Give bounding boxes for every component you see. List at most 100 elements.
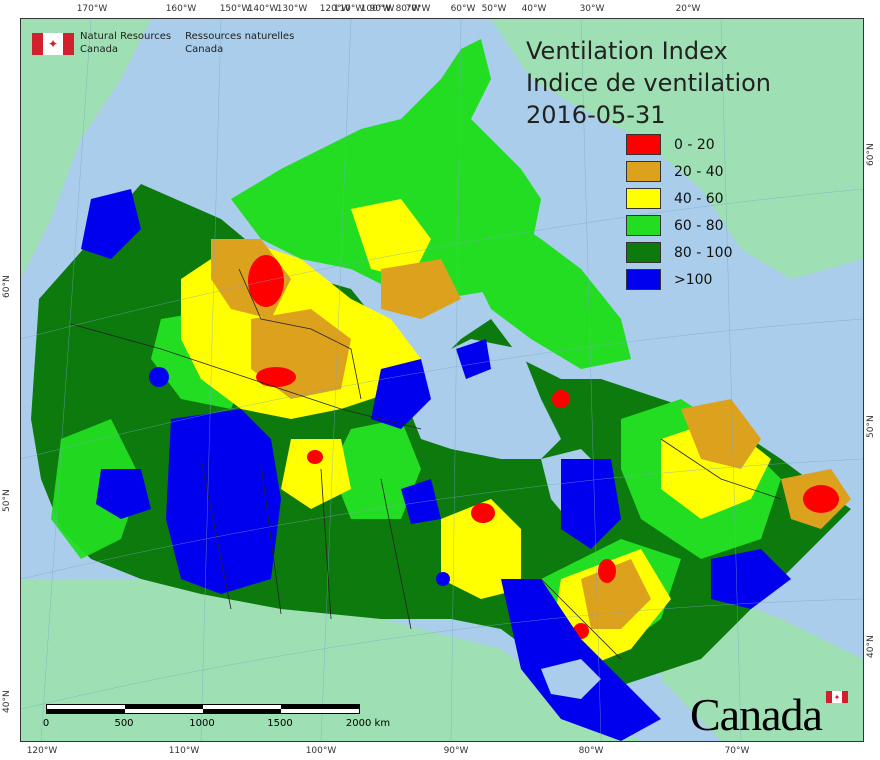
- zone-40-60: [351, 199, 431, 279]
- tick-label: 120°W: [26, 746, 58, 756]
- tick-label: 60°N: [2, 275, 12, 298]
- zone-40-60: [441, 499, 521, 599]
- map-title: Ventilation Index Indice de ventilation …: [526, 35, 771, 131]
- ventilation-map[interactable]: [21, 19, 863, 741]
- legend-label: 80 - 100: [674, 244, 733, 261]
- baffin-island: [441, 199, 631, 369]
- scale-label: 2000 km: [345, 718, 391, 729]
- tick-label: 70°W: [405, 4, 431, 14]
- zone-over-100: [711, 549, 791, 609]
- agency-fr-line2: Canada: [185, 44, 224, 55]
- legend-label: >100: [674, 271, 713, 288]
- zone-over-100: [561, 459, 621, 549]
- tick-label: 50°W: [481, 4, 507, 14]
- alaska-land: [21, 19, 151, 279]
- tick-label: 90°W: [443, 746, 469, 756]
- zone-60-80: [331, 419, 421, 519]
- zone-0-20: [307, 450, 323, 464]
- zone-0-20: [803, 485, 839, 513]
- canada-wordmark: Canada: [690, 689, 823, 740]
- usa-land: [21, 579, 641, 741]
- maple-leaf-icon: ✦: [32, 33, 74, 55]
- zone-20-40: [681, 399, 761, 469]
- tick-label: 80°W: [395, 4, 421, 14]
- legend-swatch: [626, 269, 661, 290]
- title-french: Indice de ventilation: [526, 69, 772, 97]
- title-english: Ventilation Index: [526, 37, 728, 65]
- tick-label: 80°W: [578, 746, 604, 756]
- tick-label: 170°W: [76, 4, 108, 14]
- tick-label: 150°W: [219, 4, 251, 14]
- legend-label: 0 - 20: [674, 136, 715, 153]
- tick-label: 40°N: [866, 635, 876, 658]
- agency-en-line2: Canada: [80, 44, 119, 55]
- scale-segment: [281, 705, 359, 709]
- tick-label: 60°N: [866, 143, 876, 166]
- greenland-land: [491, 19, 863, 279]
- zone-over-100: [149, 367, 169, 387]
- legend-item: 20 - 40: [626, 159, 733, 184]
- scale-label: 1000: [189, 718, 215, 729]
- zone-0-20: [471, 503, 495, 523]
- tick-label: 50°N: [866, 415, 876, 438]
- scale-segment: [47, 709, 125, 713]
- tick-label: 90°W: [369, 4, 395, 14]
- zone-over-100: [166, 409, 281, 594]
- agency-french: Ressources naturelles Canada: [185, 30, 294, 56]
- zone-0-20: [256, 367, 296, 387]
- zone-20-40: [581, 559, 651, 629]
- map-frame: [20, 18, 864, 742]
- agency-fr-line1: Ressources naturelles: [185, 31, 295, 42]
- zone-over-100: [436, 572, 450, 586]
- zone-over-100: [401, 479, 441, 524]
- agency-english: Natural Resources Canada: [80, 30, 171, 56]
- tick-label: 130°W: [276, 4, 308, 14]
- tick-label: 120°W: [319, 4, 351, 14]
- title-date: 2016-05-31: [526, 101, 666, 129]
- legend-swatch: [626, 215, 661, 236]
- zone-60-80: [51, 419, 141, 559]
- zone-0-20: [552, 390, 570, 408]
- legend-swatch: [626, 242, 661, 263]
- legend: 0 - 20 20 - 40 40 - 60 60 - 80 80 - 100 >100: [626, 132, 733, 294]
- zone-40-60: [281, 439, 351, 509]
- tick-label: 40°N: [2, 690, 12, 713]
- great-lakes: [541, 659, 601, 699]
- zone-20-40: [381, 259, 461, 319]
- legend-item: 60 - 80: [626, 213, 733, 238]
- tick-label: 100°W: [360, 4, 392, 14]
- graticule: [21, 19, 863, 741]
- zone-over-100: [96, 469, 151, 519]
- provincial-boundaries: [70, 268, 782, 660]
- legend-label: 40 - 60: [674, 190, 724, 207]
- tick-label: 140°W: [247, 4, 279, 14]
- agency-en-line1: Natural Resources: [80, 31, 172, 42]
- legend-item: 80 - 100: [626, 240, 733, 265]
- tick-label: 30°W: [579, 4, 605, 14]
- agency-signature: ✦ Natural Resources Canada Ressources na…: [32, 30, 302, 56]
- tick-label: 50°N: [2, 489, 12, 512]
- zone-0-20: [598, 559, 616, 583]
- tick-label: 110°W: [168, 746, 200, 756]
- scale-segment: [203, 709, 281, 713]
- scale-segment: [125, 705, 203, 709]
- legend-label: 20 - 40: [674, 163, 724, 180]
- legend-label: 60 - 80: [674, 217, 724, 234]
- tick-label: 40°W: [521, 4, 547, 14]
- tick-label: 110°W: [333, 4, 365, 14]
- tick-label: 160°W: [165, 4, 197, 14]
- tick-label: 70°W: [724, 746, 750, 756]
- legend-swatch: [626, 134, 661, 155]
- legend-item: 0 - 20: [626, 132, 733, 157]
- scale-label: 500: [114, 718, 134, 729]
- tick-label: 60°W: [450, 4, 476, 14]
- zone-over-100: [456, 339, 491, 379]
- tick-label: 20°W: [675, 4, 701, 14]
- legend-item: >100: [626, 267, 733, 292]
- zone-over-100: [371, 359, 431, 429]
- tick-label: 100°W: [305, 746, 337, 756]
- legend-swatch: [626, 161, 661, 182]
- scale-label: 1500: [267, 718, 293, 729]
- scale-label: 0: [42, 718, 50, 729]
- legend-item: 40 - 60: [626, 186, 733, 211]
